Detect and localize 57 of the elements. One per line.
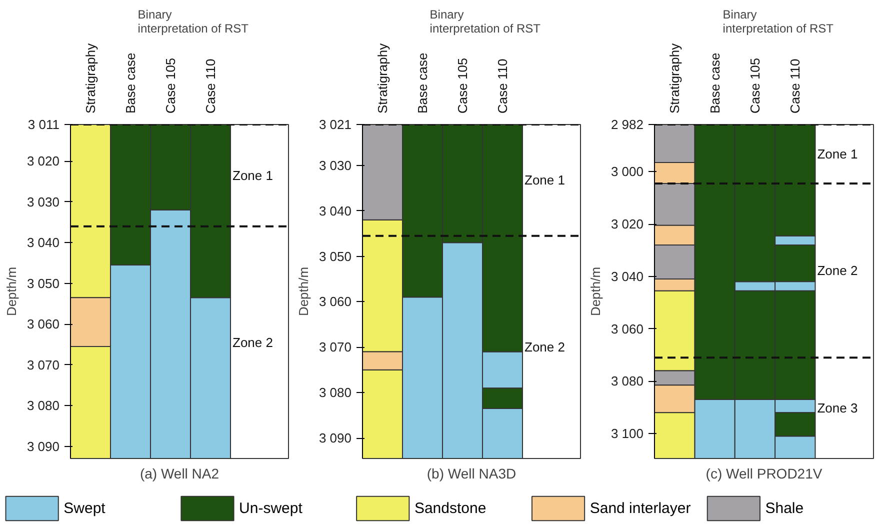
text: Zone 2	[817, 263, 858, 278]
text: (a) Well NA2	[140, 466, 220, 482]
legend-label: Sandstone	[414, 500, 486, 517]
text: Zone 1	[524, 172, 565, 188]
y-tick-label: 3 021	[318, 117, 352, 132]
y-tick-label: 3 011	[28, 117, 60, 132]
y-tick-label: 3 030	[26, 194, 60, 210]
y-tick-label: 3 020	[26, 154, 60, 169]
y-tick-label: 3 060	[610, 321, 644, 336]
text: Zone 2	[232, 334, 273, 350]
y-tick-label: 3 090	[318, 430, 352, 446]
y-tick-label: 3 080	[318, 385, 352, 400]
y-tick-label: 3 040	[610, 268, 644, 284]
y-tick-label: 3 050	[318, 248, 352, 264]
y-axis-title: Depth/m	[4, 266, 19, 316]
y-tick-label: 3 060	[318, 294, 352, 310]
y-tick-label: 3 100	[610, 426, 644, 442]
y-tick-label: 3 080	[610, 374, 644, 389]
text: Zone 1	[232, 168, 273, 183]
x-tick-label: Base case	[123, 52, 138, 114]
legend-label: Sand interlayer	[590, 500, 691, 517]
y-tick-label: 3 030	[318, 158, 352, 173]
y-tick-label: 3 070	[318, 340, 352, 355]
y-tick-label: 3 080	[26, 398, 60, 414]
y-tick-label: 3 040	[318, 203, 352, 218]
x-tick-label: Stratigraphy	[83, 42, 98, 114]
x-tick-label: Case 105	[747, 58, 762, 114]
x-tick-label: Stratigraphy	[375, 42, 390, 114]
x-tick-label: Case 110	[788, 58, 803, 114]
text: Binary interpretation of RST	[722, 8, 834, 36]
text: Zone 3	[817, 400, 858, 416]
x-tick-label: Case 105	[455, 58, 470, 114]
legend-label: Un-swept	[239, 500, 304, 517]
y-tick-label: 3 040	[26, 235, 60, 250]
y-axis-title: Depth/m	[588, 266, 603, 316]
text: Binary interpretation of RST	[430, 8, 542, 36]
text: Zone 2	[524, 340, 565, 355]
x-tick-label: Stratigraphy	[667, 42, 682, 114]
text: (b) Well NA3D	[426, 466, 516, 482]
x-tick-label: Base case	[415, 52, 430, 114]
y-tick-label: 3 060	[26, 316, 60, 332]
y-tick-label: 3 020	[610, 216, 644, 232]
text: Shale	[765, 500, 804, 517]
legend-label: Swept	[64, 500, 106, 517]
x-tick-label: Base case	[707, 52, 722, 114]
y-tick-label: 2 982	[610, 117, 644, 132]
x-tick-label: Case 110	[495, 58, 510, 114]
text: Binary interpretation of RST	[138, 8, 250, 36]
y-tick-label: 3 070	[26, 357, 60, 372]
text: Zone 1	[817, 146, 858, 162]
text: (c) Well PROD21V	[706, 466, 823, 482]
y-tick-label: 3 090	[26, 438, 60, 454]
y-tick-label: 3 050	[26, 276, 60, 291]
x-tick-label: Case 110	[203, 58, 218, 114]
x-tick-label: Case 105	[163, 58, 178, 114]
y-axis-title: Depth/m	[296, 266, 311, 316]
y-tick-label: 3 000	[610, 164, 644, 180]
